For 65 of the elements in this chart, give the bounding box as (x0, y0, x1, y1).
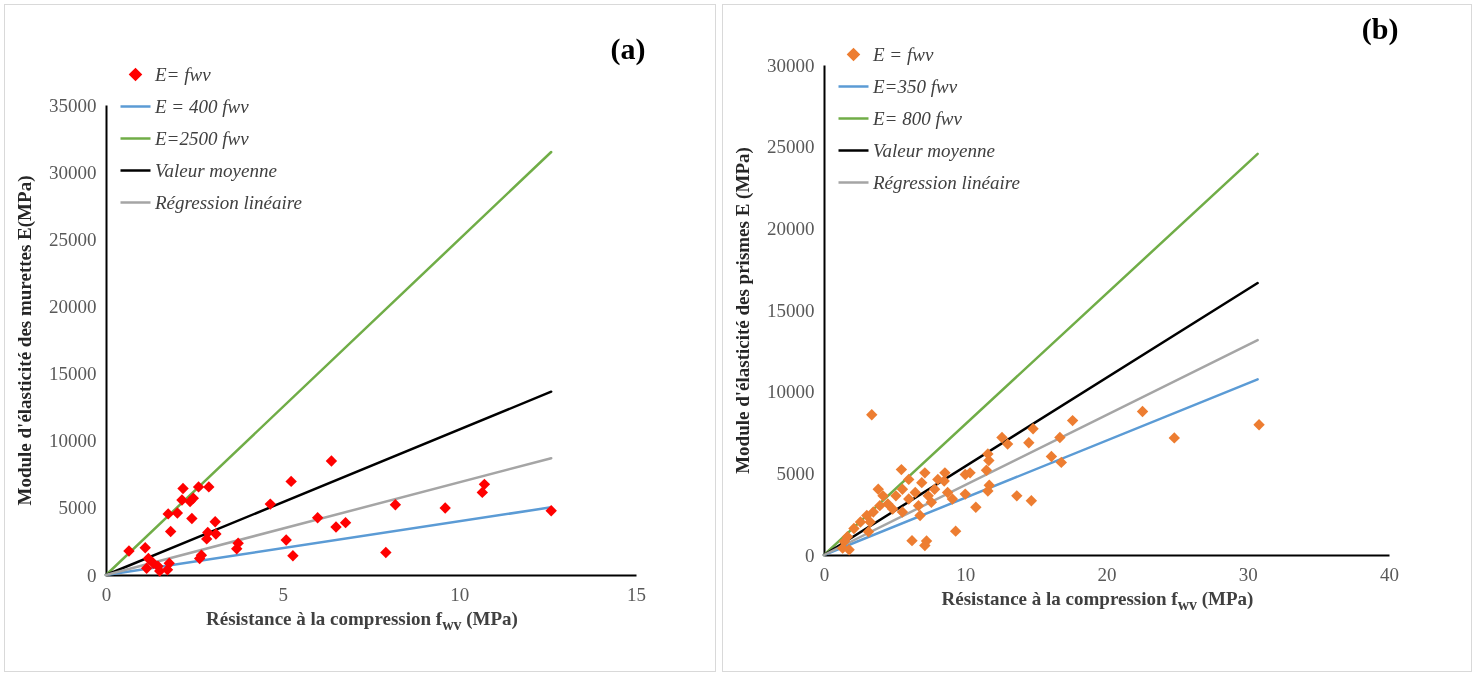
legend-label: Régression linéaire (872, 171, 1020, 193)
point (339, 516, 352, 529)
legend-label: E = 400 fwv (154, 95, 250, 117)
point (209, 515, 221, 528)
point (389, 499, 402, 511)
y-tick-label: 20000 (767, 217, 815, 239)
y-tick-label: 20000 (49, 295, 97, 317)
x-tick-label: 20 (1097, 563, 1117, 585)
point (203, 481, 215, 493)
y-tick-label: 10000 (49, 430, 97, 452)
legend-label: Régression linéaire (154, 191, 302, 213)
point (545, 504, 557, 517)
y-tick-label: 5000 (776, 462, 815, 484)
y-tick-label: 25000 (49, 228, 97, 250)
x-tick-label: 0 (101, 583, 112, 605)
legend-label: E= 800 fwv (872, 107, 963, 129)
point (210, 528, 222, 540)
x-tick-label: 15 (627, 583, 646, 605)
point (123, 545, 135, 557)
x-tick-label: 40 (1380, 563, 1399, 585)
legend-label: E= fwv (154, 63, 212, 85)
legend-label: Valeur moyenne (155, 159, 277, 181)
x-tick-label: 10 (956, 563, 976, 585)
point (186, 512, 198, 525)
y-tick-label: 25000 (767, 136, 815, 158)
point (330, 521, 342, 533)
point (162, 508, 174, 520)
y-tick-label: 15000 (767, 299, 815, 321)
point (285, 475, 297, 488)
point (140, 562, 153, 574)
point (161, 564, 174, 576)
legend-label: E=350 fwv (872, 75, 958, 97)
point (192, 481, 205, 493)
point (325, 455, 338, 467)
y-tick-label: 30000 (767, 54, 815, 76)
y-tick-label: 15000 (49, 363, 97, 385)
point (280, 534, 292, 546)
x-tick-label: 0 (819, 563, 830, 585)
chart-title: (b) (1361, 12, 1399, 46)
point (177, 482, 189, 495)
point (139, 542, 151, 554)
y-tick-label: 10000 (767, 381, 815, 403)
x-tick-label: 10 (450, 583, 470, 605)
x-tick-label: 5 (278, 583, 288, 605)
point (439, 502, 451, 514)
y-axis-title: Module d'élasticité des murettes E(MPa) (14, 175, 36, 506)
point (264, 498, 276, 510)
point (287, 550, 299, 562)
y-tick-label: 5000 (58, 497, 97, 519)
y-tick-label: 35000 (49, 94, 97, 116)
x-axis-title: Résistance à la compression f$_{wv}$ (MPa) (940, 588, 1255, 614)
point (171, 507, 184, 519)
x-tick-label: 30 (1238, 563, 1258, 585)
chart-title: (a) (610, 32, 646, 66)
x-axis-title: Résistance à la compression f$_{wv}$ (MPa) (205, 608, 519, 634)
y-tick-label: 0 (805, 544, 815, 566)
legend-label: E = fwv (872, 43, 934, 65)
point (478, 478, 491, 491)
point (311, 512, 324, 524)
point (164, 525, 177, 538)
legend-label: Valeur moyenne (873, 139, 995, 161)
legend-label: E=2500 fwv (154, 127, 250, 149)
y-tick-label: 30000 (49, 161, 97, 183)
point (380, 546, 392, 559)
y-axis-title: Module d'élasticité des prismes E (MPa) (732, 147, 754, 474)
